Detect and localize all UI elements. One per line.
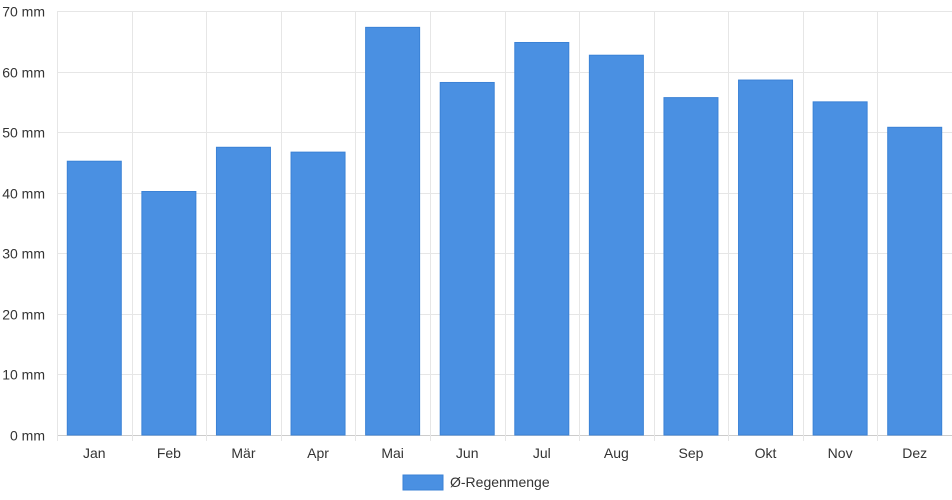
y-tick-label: 50 mm <box>2 125 45 141</box>
bar-aug[interactable] <box>588 54 644 436</box>
x-tick-label: Dez <box>902 445 927 461</box>
x-tick-label: Mai <box>381 445 404 461</box>
x-tick-label: Jul <box>533 445 551 461</box>
bar-jun[interactable] <box>439 81 495 436</box>
bar-nov[interactable] <box>812 101 868 436</box>
y-tick-label: 20 mm <box>2 307 45 323</box>
x-tick-label: Mär <box>231 445 255 461</box>
legend-label: Ø-Regenmenge <box>450 474 550 490</box>
grid-lines <box>57 11 952 441</box>
bar-apr[interactable] <box>290 151 346 436</box>
y-axis-ticks: 0 mm 10 mm 20 mm 30 mm 40 mm 50 mm 60 mm 70 mm <box>2 4 45 444</box>
bar-sep[interactable] <box>663 97 719 436</box>
bar-feb[interactable] <box>141 191 197 436</box>
bar-okt[interactable] <box>738 79 794 436</box>
x-tick-label: Jun <box>456 445 479 461</box>
y-tick-label: 60 mm <box>2 65 45 81</box>
y-tick-label: 10 mm <box>2 367 45 383</box>
x-axis-ticks: Jan Feb Mär Apr Mai Jun Jul Aug Sep Okt Nov Dez <box>83 445 927 461</box>
bar-mär[interactable] <box>215 146 271 436</box>
y-tick-label: 70 mm <box>2 4 45 20</box>
x-tick-label: Apr <box>307 445 329 461</box>
y-tick-label: 0 mm <box>10 428 45 444</box>
legend: Ø-Regenmenge <box>402 474 550 491</box>
bar-dez[interactable] <box>887 126 943 436</box>
x-tick-label: Okt <box>755 445 777 461</box>
x-tick-label: Sep <box>678 445 703 461</box>
x-tick-label: Aug <box>604 445 629 461</box>
bars <box>66 26 943 436</box>
legend-swatch <box>402 474 444 491</box>
bar-jul[interactable] <box>514 41 570 436</box>
y-tick-label: 40 mm <box>2 186 45 202</box>
x-tick-label: Jan <box>83 445 106 461</box>
x-tick-label: Nov <box>828 445 853 461</box>
bar-jan[interactable] <box>66 160 122 436</box>
bar-mai[interactable] <box>365 26 421 436</box>
x-tick-label: Feb <box>157 445 181 461</box>
y-tick-label: 30 mm <box>2 246 45 262</box>
